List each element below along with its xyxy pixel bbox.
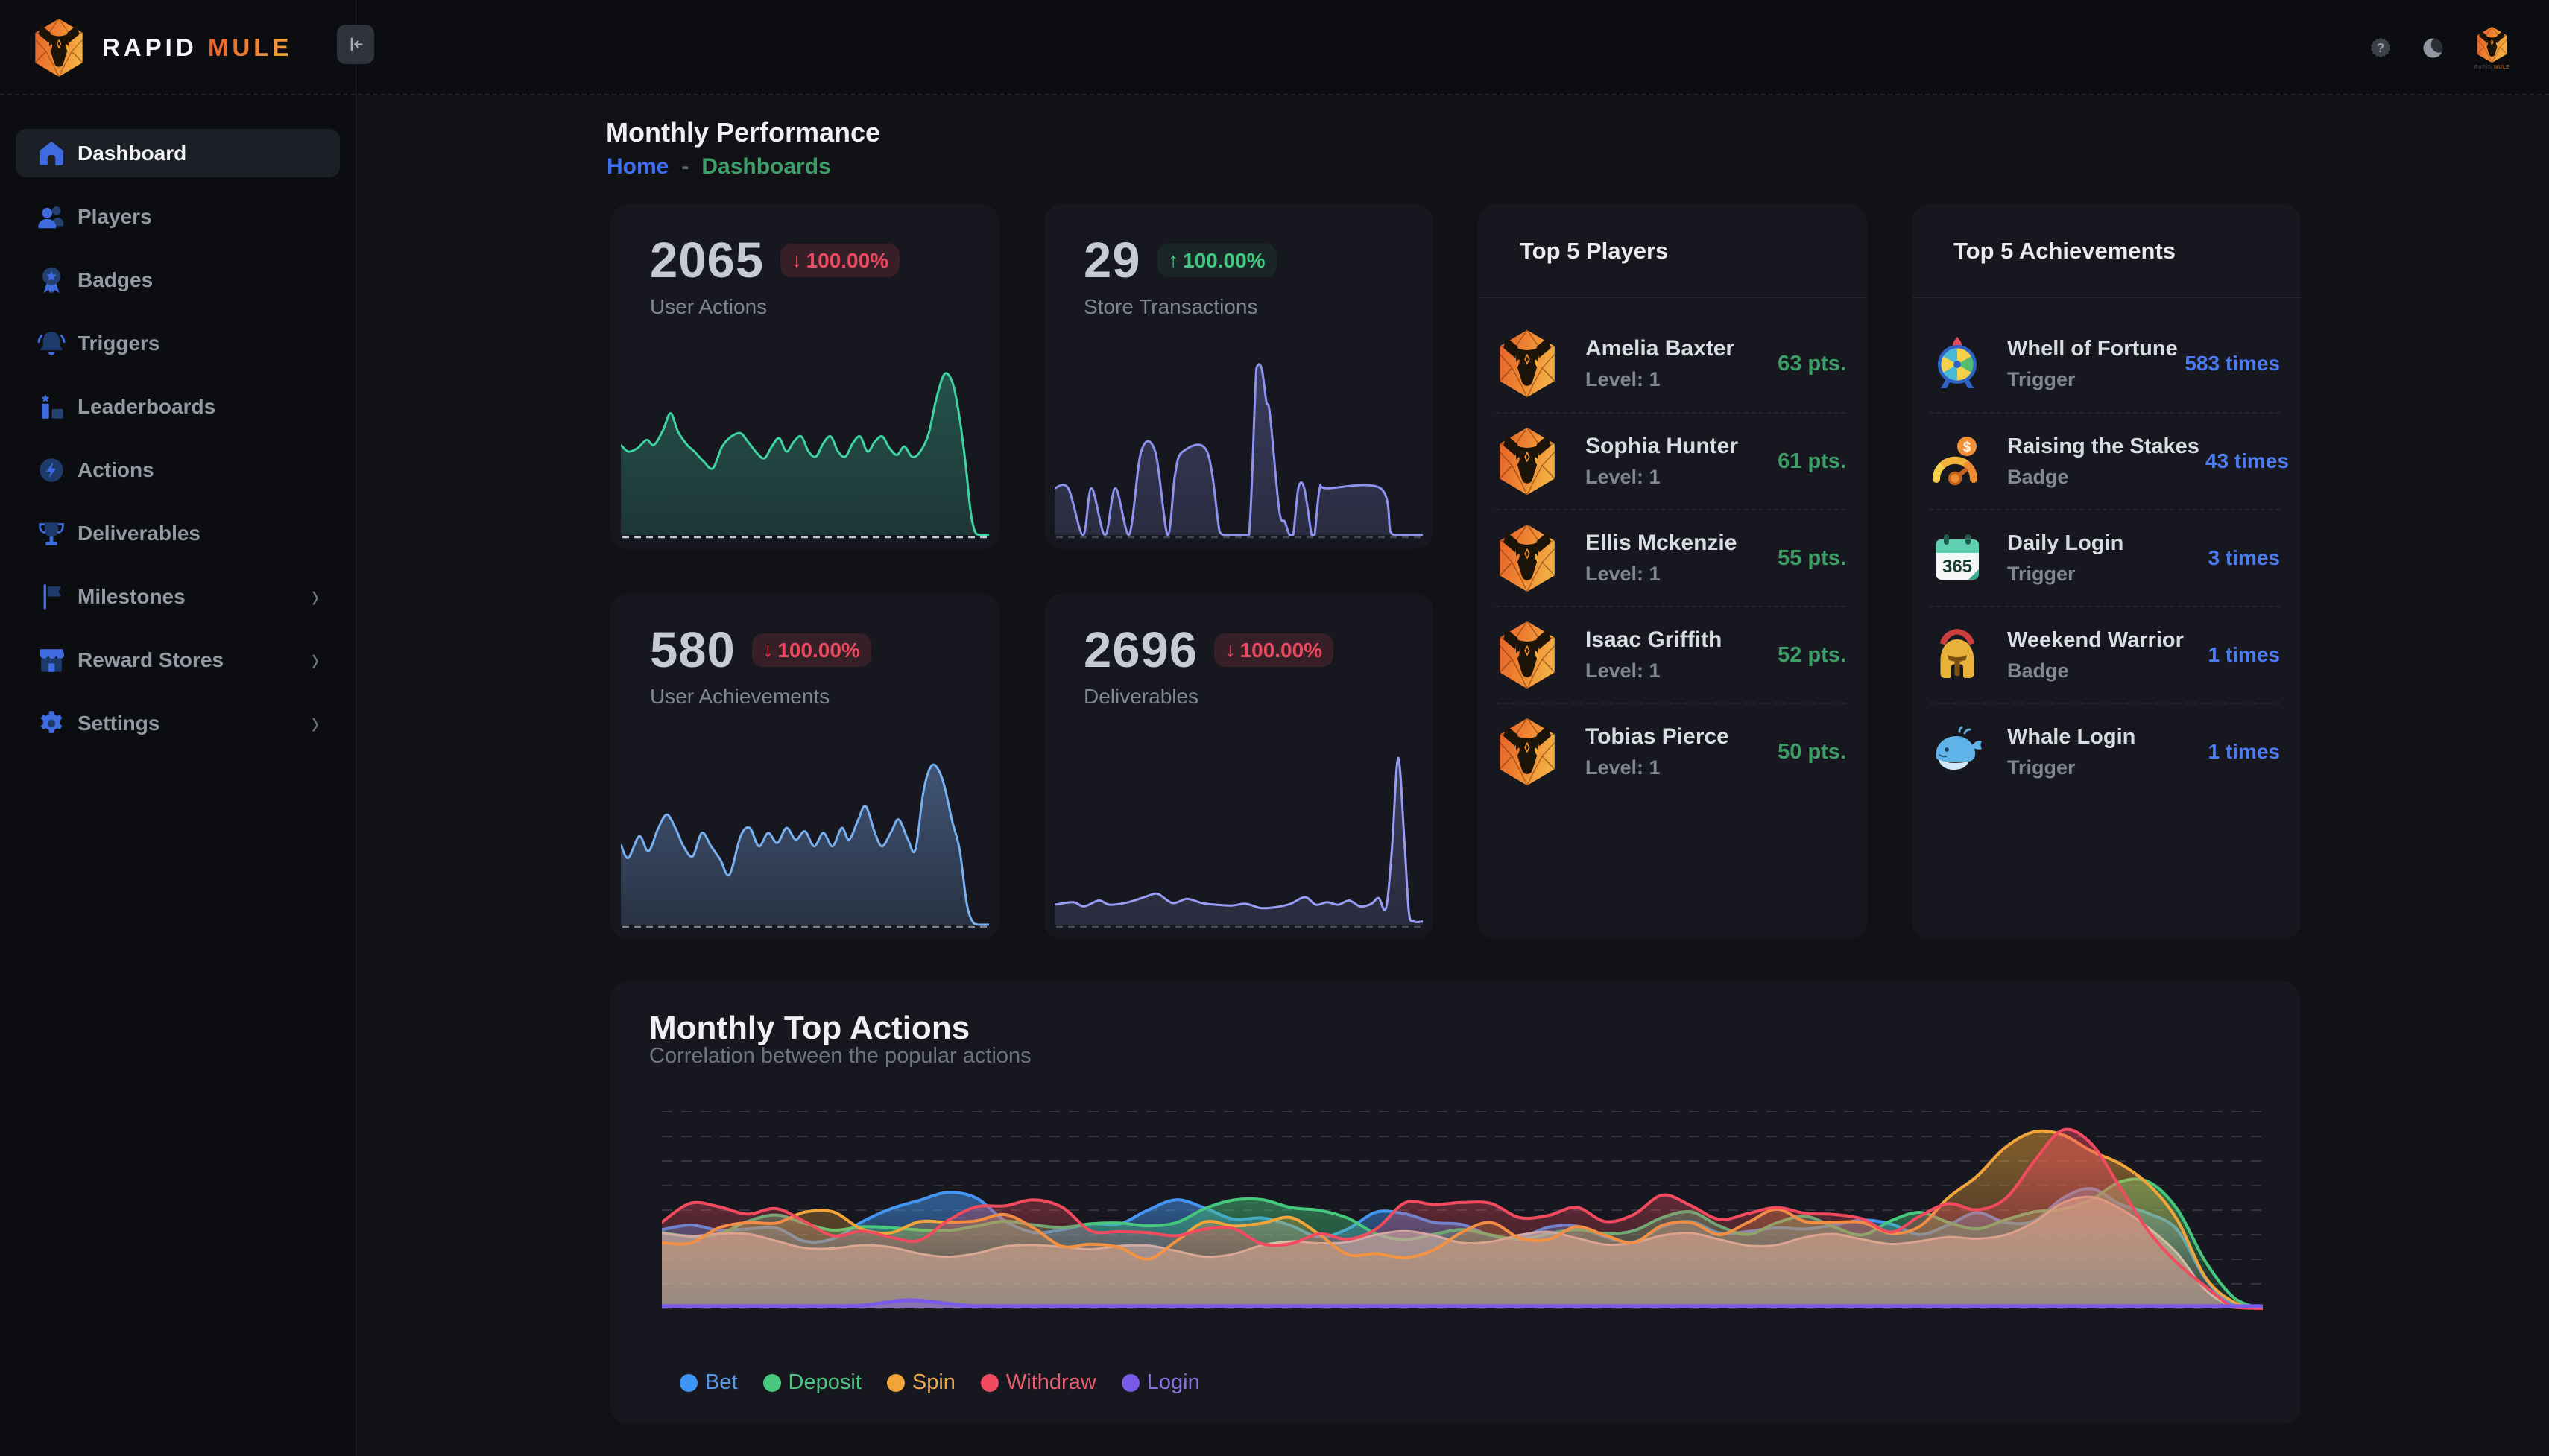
svg-text:$: $ [1963, 440, 1971, 455]
svg-text:?: ? [2377, 40, 2385, 55]
svg-text:365: 365 [1942, 557, 1972, 577]
